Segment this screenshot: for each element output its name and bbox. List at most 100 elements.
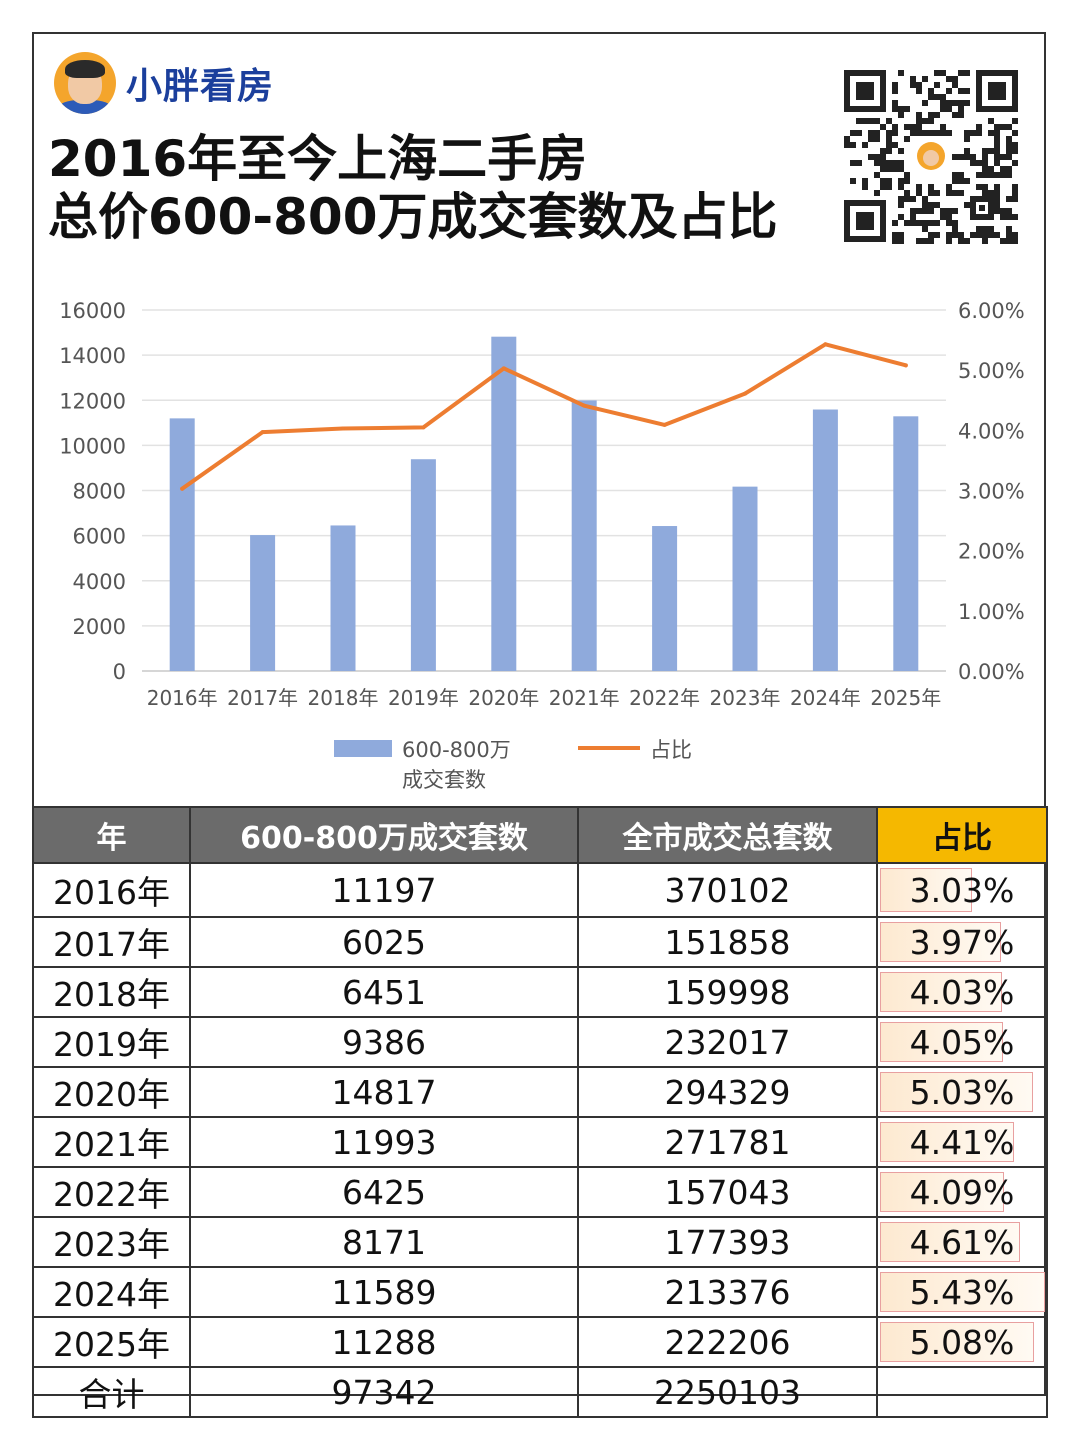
y-left-tick-label: 16000: [59, 299, 126, 323]
pct-value: 5.43%: [909, 1272, 1015, 1312]
title-line-1: 2016年至今上海二手房: [48, 130, 588, 188]
table-total-row: 合计 97342 2250103: [32, 1366, 1048, 1418]
table-row: 2018年 6451 159998 4.03%: [32, 966, 1048, 1018]
x-tick-label: 2022年: [629, 686, 700, 710]
header-count: 600-800万成交套数: [189, 806, 579, 864]
cell-total: 213376: [577, 1266, 878, 1318]
cell-year: 2020年: [32, 1066, 191, 1118]
total-label: 合计: [32, 1366, 191, 1418]
bar: [571, 400, 597, 671]
header-total: 全市成交总套数: [577, 806, 878, 864]
cell-total: 271781: [577, 1116, 878, 1168]
table-row: 2020年 14817 294329 5.03%: [32, 1066, 1048, 1118]
pct-data-bar: [880, 1072, 1033, 1112]
cell-count: 6425: [189, 1166, 579, 1218]
cell-year: 2024年: [32, 1266, 191, 1318]
pct-data-bar: [880, 1322, 1035, 1362]
cell-pct: 3.03%: [876, 862, 1048, 918]
pct-line: [180, 342, 908, 491]
y-left-tick-label: 8000: [73, 480, 126, 504]
x-tick-label: 2025年: [870, 686, 941, 710]
cell-pct: 4.05%: [876, 1016, 1048, 1068]
pct-value: 4.61%: [909, 1222, 1015, 1262]
cell-pct: 4.61%: [876, 1216, 1048, 1268]
y-right-tick-label: 6.00%: [958, 299, 1025, 323]
table-row: 2019年 9386 232017 4.05%: [32, 1016, 1048, 1068]
pct-line-point: [341, 426, 345, 431]
table-row: 2022年 6425 157043 4.09%: [32, 1166, 1048, 1218]
cell-count: 11993: [189, 1116, 579, 1168]
table-row: 2016年 11197 370102 3.03%: [32, 862, 1048, 918]
table-row: 2017年 6025 151858 3.97%: [32, 916, 1048, 968]
legend-bar-swatch: [334, 740, 392, 757]
cell-total: 151858: [577, 916, 878, 968]
cell-pct: 5.43%: [876, 1266, 1048, 1318]
pct-line-point: [823, 342, 828, 347]
header-pct: 占比: [876, 806, 1048, 864]
y-right-tick-label: 5.00%: [958, 359, 1025, 383]
pct-value: 3.03%: [909, 870, 1015, 910]
legend-bar-label-2: 成交套数: [402, 768, 486, 792]
x-tick-label: 2019年: [388, 686, 459, 710]
pct-line-point: [180, 486, 185, 491]
cartoon-avatar-icon: [54, 52, 116, 114]
cell-year: 2019年: [32, 1016, 191, 1068]
pct-line-point: [743, 391, 747, 396]
brand-header: 小胖看房: [54, 52, 274, 114]
y-right-tick-label: 4.00%: [958, 419, 1025, 443]
x-tick-label: 2021年: [549, 686, 620, 710]
pct-data-bar: [880, 1022, 1004, 1062]
y-right-tick-label: 0.00%: [958, 660, 1025, 684]
legend-line-label: 占比: [650, 738, 692, 762]
y-left-tick-label: 4000: [73, 570, 126, 594]
y-left-tick-label: 10000: [59, 434, 126, 458]
x-tick-label: 2017年: [227, 686, 298, 710]
cell-total: 232017: [577, 1016, 878, 1068]
total-total: 2250103: [577, 1366, 878, 1418]
pct-value: 3.97%: [909, 922, 1015, 962]
x-tick-label: 2016年: [147, 686, 218, 710]
cell-pct: 5.03%: [876, 1066, 1048, 1118]
y-left-tick-label: 6000: [73, 525, 126, 549]
y-right-tick-label: 2.00%: [958, 540, 1025, 564]
cell-year: 2025年: [32, 1316, 191, 1368]
pct-value: 4.41%: [909, 1122, 1015, 1162]
cell-count: 11197: [189, 862, 579, 918]
pct-data-bar: [880, 1122, 1014, 1162]
table-header-row: 年 600-800万成交套数 全市成交总套数 占比: [32, 806, 1048, 864]
pct-line-point: [582, 403, 587, 408]
x-tick-label: 2020年: [468, 686, 539, 710]
bar: [812, 409, 838, 671]
bar: [893, 416, 919, 671]
cell-count: 14817: [189, 1066, 579, 1118]
combo-chart: 0 2000 4000 6000 8000 10000 12000 14000 16000 0.0…: [59, 299, 1025, 792]
bar: [410, 459, 436, 671]
cell-total: 370102: [577, 862, 878, 918]
cell-pct: 3.97%: [876, 916, 1048, 968]
cell-count: 8171: [189, 1216, 579, 1268]
cell-total: 222206: [577, 1316, 878, 1368]
cell-total: 177393: [577, 1216, 878, 1268]
header-year: 年: [32, 806, 191, 864]
pct-line-point: [903, 363, 908, 368]
pct-value: 4.05%: [909, 1022, 1015, 1062]
bar: [652, 526, 678, 671]
table-row: 2024年 11589 213376 5.43%: [32, 1266, 1048, 1318]
cell-count: 6025: [189, 916, 579, 968]
cell-count: 9386: [189, 1016, 579, 1068]
cell-total: 159998: [577, 966, 878, 1018]
pct-line-point: [662, 422, 667, 427]
x-tick-label: 2023年: [710, 686, 781, 710]
x-tick-label: 2018年: [308, 686, 379, 710]
cell-year: 2021年: [32, 1116, 191, 1168]
pct-value: 4.03%: [909, 972, 1015, 1012]
pct-value: 4.09%: [909, 1172, 1015, 1212]
cell-total: 157043: [577, 1166, 878, 1218]
pct-line-point: [501, 366, 506, 371]
y-right-tick-label: 3.00%: [958, 480, 1025, 504]
total-count: 97342: [189, 1366, 579, 1418]
bar: [169, 418, 195, 671]
qr-code-icon: [842, 68, 1020, 244]
table-row: 2023年 8171 177393 4.61%: [32, 1216, 1048, 1268]
pct-value: 5.08%: [909, 1322, 1015, 1362]
